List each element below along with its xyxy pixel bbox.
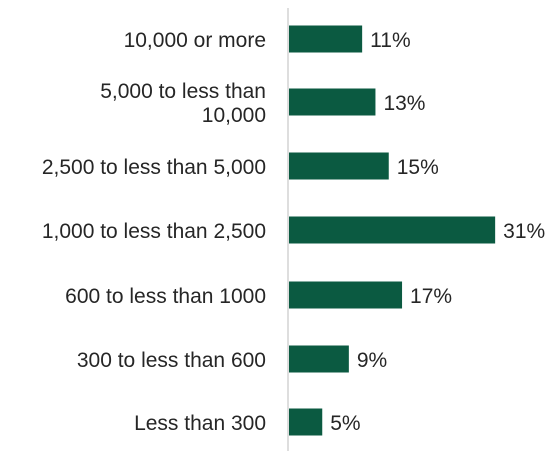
bar [289, 25, 363, 53]
category-label: 600 to less than 1000 [65, 285, 266, 308]
value-label: 17% [410, 285, 452, 308]
value-labels-layer: 11% 13% 15% 31% 17% 9% 5% [330, 29, 545, 435]
value-label: 31% [503, 220, 545, 243]
category-label: 5,000 to less than 10,000 [100, 80, 266, 127]
bar [289, 88, 376, 116]
value-label: 5% [330, 412, 360, 435]
category-label: 10,000 or more [124, 29, 266, 52]
bar [289, 216, 496, 244]
value-label: 13% [383, 92, 425, 115]
value-label: 15% [397, 156, 439, 179]
bar [289, 152, 389, 180]
bar [289, 408, 323, 436]
bars-layer [289, 25, 496, 436]
bar [289, 345, 349, 373]
category-label: Less than 300 [134, 412, 266, 435]
category-label: 300 to less than 600 [77, 349, 266, 372]
value-label: 9% [357, 349, 387, 372]
category-label: 2,500 to less than 5,000 [42, 156, 266, 179]
value-label: 11% [370, 29, 410, 52]
category-label: 1,000 to less than 2,500 [42, 220, 266, 243]
bar [289, 281, 403, 309]
category-labels-layer: 10,000 or more 5,000 to less than 10,000 2,… [42, 29, 266, 435]
